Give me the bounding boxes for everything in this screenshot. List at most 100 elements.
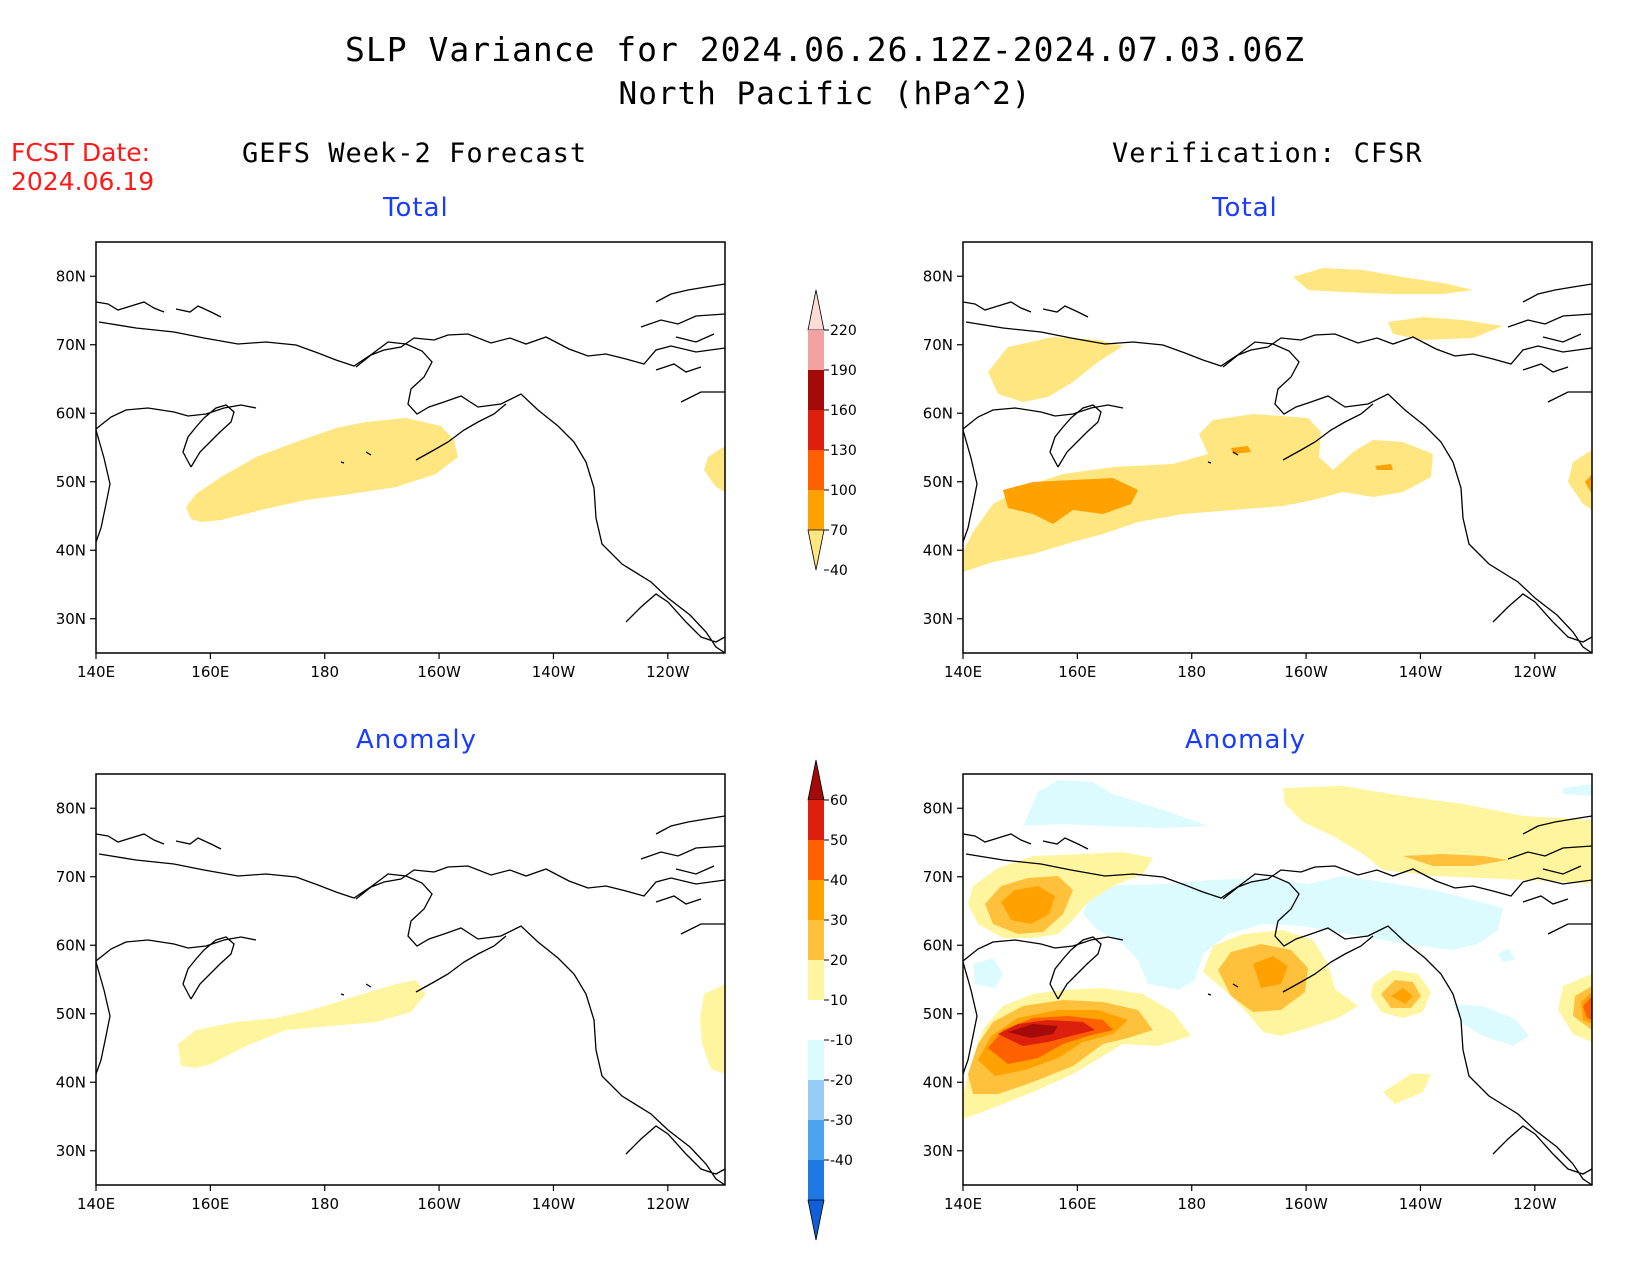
cb-anom-tick-label: -20 bbox=[830, 1073, 853, 1089]
forecast-anomaly-subtitle: Anomaly bbox=[356, 725, 478, 755]
cb-total-tick-label: 190 bbox=[830, 363, 857, 379]
forecast-date-block: FCST Date: 2024.06.19 bbox=[11, 138, 154, 196]
verification-total-x-tick-label: 180 bbox=[1177, 663, 1206, 681]
forecast-total-y-tick-label: 70N bbox=[56, 336, 86, 354]
cb-total-band bbox=[808, 490, 824, 530]
cb-total-band bbox=[808, 330, 824, 370]
cb-anom-bottom-triangle bbox=[807, 1199, 825, 1241]
verification-anomaly-x-tick-label: 160E bbox=[1058, 1195, 1096, 1213]
cb-anom-band bbox=[808, 1120, 824, 1160]
verification-anomaly-neg-w bbox=[973, 958, 1003, 988]
cb-total-tick-label: 100 bbox=[830, 483, 857, 499]
forecast-anomaly-x-tick-label: 140E bbox=[77, 1195, 115, 1213]
verification-anomaly-pos20-arctic bbox=[1403, 854, 1508, 866]
cb-anom-band bbox=[808, 1160, 824, 1200]
cb-total-tick-label: 220 bbox=[830, 323, 857, 339]
verification-anomaly-pos40-east bbox=[1583, 996, 1592, 1020]
cb-anom-band bbox=[808, 1040, 824, 1080]
verification-total-contour-70-spot1 bbox=[1231, 446, 1251, 454]
cb-anom-band bbox=[808, 880, 824, 920]
forecast-total-subtitle: Total bbox=[383, 193, 449, 223]
forecast-column-title: GEFS Week-2 Forecast bbox=[242, 138, 588, 169]
cb-anom-band bbox=[808, 1080, 824, 1120]
cb-anom-tick-label: 10 bbox=[830, 993, 848, 1009]
cb-anom-band bbox=[808, 920, 824, 960]
verification-total-y-tick-label: 80N bbox=[923, 267, 953, 285]
cb-anom-tick-label: 20 bbox=[830, 953, 848, 969]
verification-anomaly-y-tick-label: 70N bbox=[923, 868, 953, 886]
cb-anom-tick-label: -30 bbox=[830, 1113, 853, 1129]
verification-anomaly-y-tick-label: 60N bbox=[923, 936, 953, 954]
verification-anomaly-x-tick-label: 160W bbox=[1284, 1195, 1328, 1213]
verification-anomaly-panel bbox=[962, 773, 1593, 1186]
verification-total-y-tick-label: 40N bbox=[923, 541, 953, 559]
verification-total-contour-40-siberia bbox=[988, 337, 1123, 402]
forecast-total-x-tick-label: 120W bbox=[646, 663, 690, 681]
forecast-anomaly-panel bbox=[95, 773, 726, 1186]
forecast-total-y-tick-label: 60N bbox=[56, 404, 86, 422]
cb-anom-tick-label: 40 bbox=[830, 873, 848, 889]
verification-anomaly-y-tick-label: 40N bbox=[923, 1073, 953, 1091]
axes-layer: 140E 160E 180 160W 140W 120W 80N 70N 60N 50N 40N 30… bbox=[56, 267, 1557, 1213]
verification-total-subtitle: Total bbox=[1212, 193, 1278, 223]
forecast-total-y-tick-label: 40N bbox=[56, 541, 86, 559]
verification-total-x-tick-label: 160W bbox=[1284, 663, 1328, 681]
verification-anomaly-neg-band bbox=[1083, 876, 1503, 990]
verification-total-x-tick-label: 140W bbox=[1399, 663, 1443, 681]
cb-anom-tick-label: -40 bbox=[830, 1153, 853, 1169]
forecast-total-y-tick-label: 30N bbox=[56, 610, 86, 628]
cb-anom-tick-label: 60 bbox=[830, 793, 848, 809]
forecast-anomaly-y-tick-label: 50N bbox=[56, 1005, 86, 1023]
verification-column-title: Verification: CFSR bbox=[1112, 138, 1423, 169]
figure-title: SLP Variance for 2024.06.26.12Z-2024.07.… bbox=[345, 30, 1305, 69]
verification-anomaly-pos10-arctic bbox=[1283, 786, 1592, 884]
forecast-total-panel bbox=[95, 241, 726, 654]
verification-total-x-tick-label: 140E bbox=[944, 663, 982, 681]
cb-total-band bbox=[808, 370, 824, 410]
verification-anomaly-y-tick-label: 50N bbox=[923, 1005, 953, 1023]
verification-total-contour-70-east bbox=[1585, 474, 1592, 494]
forecast-total-contour-40 bbox=[186, 418, 458, 522]
forecast-date-label: FCST Date: bbox=[11, 138, 151, 167]
verification-anomaly-y-tick-label: 30N bbox=[923, 1142, 953, 1160]
cb-anom-band bbox=[808, 800, 824, 840]
verification-total-y-tick-label: 50N bbox=[923, 473, 953, 491]
cb-anom-tick-label: 30 bbox=[830, 913, 848, 929]
forecast-anomaly-x-tick-label: 120W bbox=[646, 1195, 690, 1213]
forecast-anomaly-contour-10 bbox=[178, 980, 426, 1068]
forecast-anomaly-x-tick-label: 180 bbox=[310, 1195, 339, 1213]
verification-total-panel bbox=[962, 241, 1593, 654]
verification-anomaly-neg-arctic bbox=[1023, 780, 1208, 828]
verification-anomaly-neg-east bbox=[1453, 1004, 1529, 1046]
forecast-anomaly-y-tick-label: 60N bbox=[56, 936, 86, 954]
cb-total-tick-label: 130 bbox=[830, 443, 857, 459]
verification-total-contour-40-arctic bbox=[1293, 268, 1473, 294]
forecast-anomaly-frame bbox=[95, 773, 726, 1186]
cb-total-bottom-triangle bbox=[807, 529, 825, 571]
verification-anomaly-pos60-main bbox=[1008, 1024, 1058, 1038]
forecast-total-contour-40-east bbox=[704, 446, 725, 492]
verification-anomaly-x-tick-label: 140E bbox=[944, 1195, 982, 1213]
verification-total-y-tick-label: 70N bbox=[923, 336, 953, 354]
forecast-anomaly-contour-10-east bbox=[700, 984, 725, 1074]
forecast-anomaly-x-tick-label: 140W bbox=[532, 1195, 576, 1213]
verification-total-y-tick-label: 60N bbox=[923, 404, 953, 422]
forecast-total-x-tick-label: 140W bbox=[532, 663, 576, 681]
cb-total-tick-label: 70 bbox=[830, 523, 848, 539]
verification-total-x-tick-label: 120W bbox=[1513, 663, 1557, 681]
forecast-total-x-tick-label: 160E bbox=[191, 663, 229, 681]
forecast-total-x-tick-label: 180 bbox=[310, 663, 339, 681]
verification-anomaly-y-tick-label: 80N bbox=[923, 799, 953, 817]
colorbar-total: 220 190 160 130 100 70 40 bbox=[807, 289, 857, 579]
figure-subtitle: North Pacific (hPa^2) bbox=[618, 76, 1032, 112]
forecast-anomaly-x-tick-label: 160W bbox=[417, 1195, 461, 1213]
cb-anom-tick-label: 50 bbox=[830, 833, 848, 849]
verification-anomaly-pos30-siberia bbox=[1001, 886, 1055, 924]
verification-total-contour-40-arctic2 bbox=[1388, 317, 1503, 340]
verification-total-contour-70-nw bbox=[1003, 478, 1138, 524]
verification-total-x-tick-label: 160E bbox=[1058, 663, 1096, 681]
verification-anomaly-subtitle: Anomaly bbox=[1185, 725, 1307, 755]
colorbar-anomaly: 60 50 40 30 20 10 -10 -20 -30 -40 bbox=[807, 759, 853, 1241]
verification-total-contour-40-east bbox=[1568, 450, 1592, 510]
